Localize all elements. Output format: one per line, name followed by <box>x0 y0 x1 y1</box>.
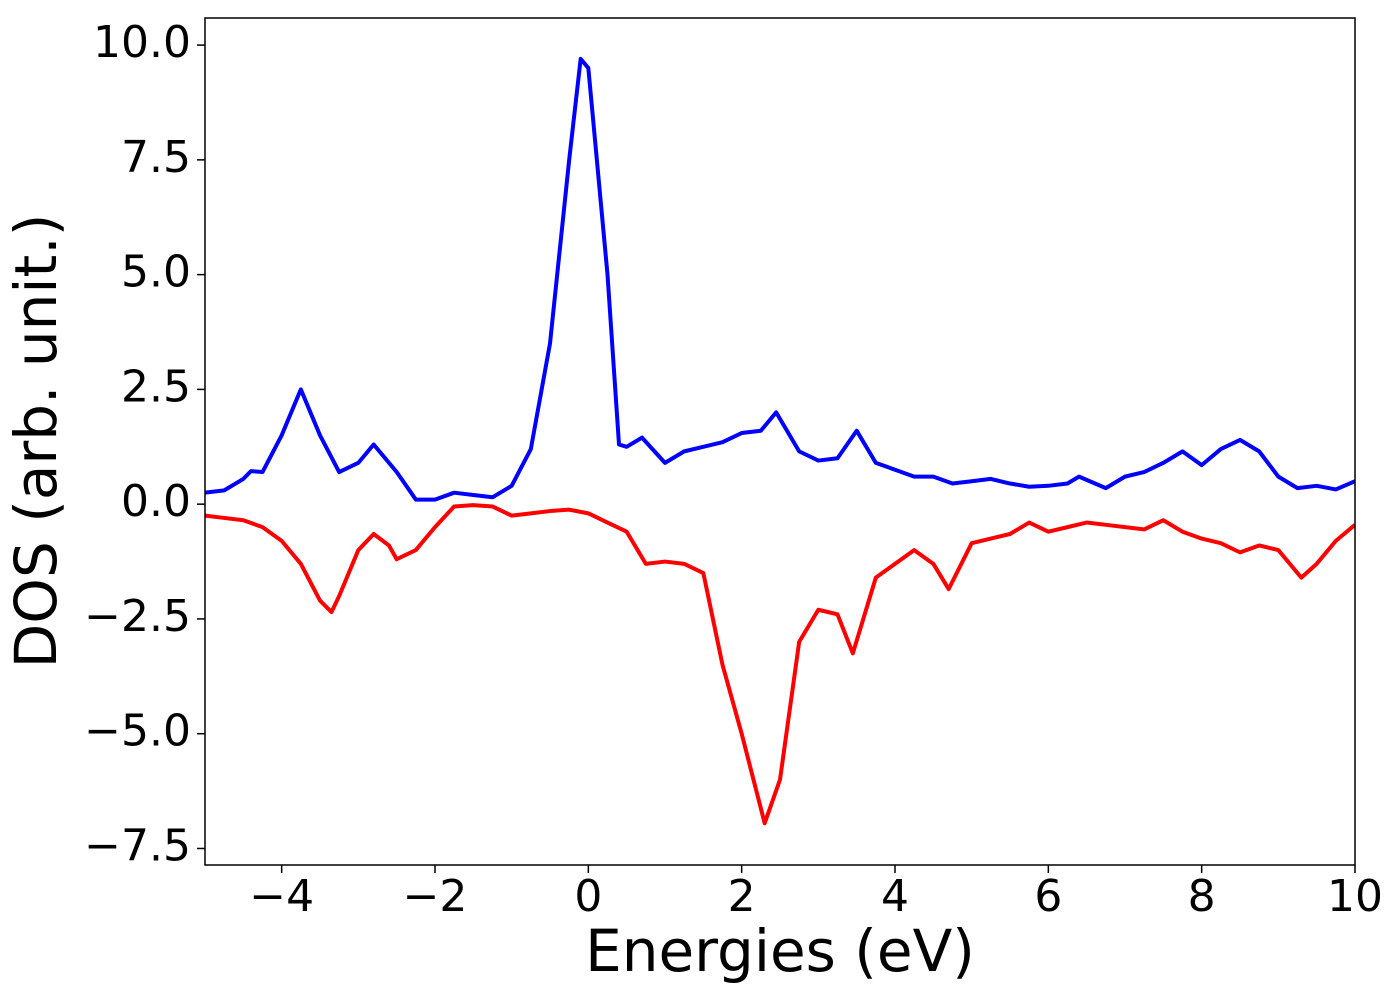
y-tick-label: −5.0 <box>84 706 191 757</box>
y-tick-label: 10.0 <box>93 17 191 68</box>
x-tick-label: 2 <box>728 871 756 922</box>
y-tick-label: 5.0 <box>121 247 191 298</box>
x-axis-label: Energies (eV) <box>585 917 975 985</box>
x-tick-label: 8 <box>1188 871 1216 922</box>
y-tick-label: 0.0 <box>121 476 191 527</box>
x-tick-label: 6 <box>1034 871 1062 922</box>
y-axis-label: DOS (arb. unit.) <box>2 214 70 669</box>
line-series <box>205 56 1355 502</box>
x-tick-label: −4 <box>249 871 314 922</box>
x-tick-label: −2 <box>403 871 468 922</box>
y-tick-label: 7.5 <box>121 132 191 183</box>
y-tick-label: −2.5 <box>84 591 191 642</box>
plot-frame <box>204 17 1356 866</box>
y-tick-label: 2.5 <box>121 361 191 412</box>
line-series <box>205 503 1355 826</box>
x-tick-label: 10 <box>1327 871 1383 922</box>
y-tick-label: −7.5 <box>84 820 191 871</box>
x-tick-label: 0 <box>574 871 602 922</box>
x-tick-label: 4 <box>881 871 909 922</box>
